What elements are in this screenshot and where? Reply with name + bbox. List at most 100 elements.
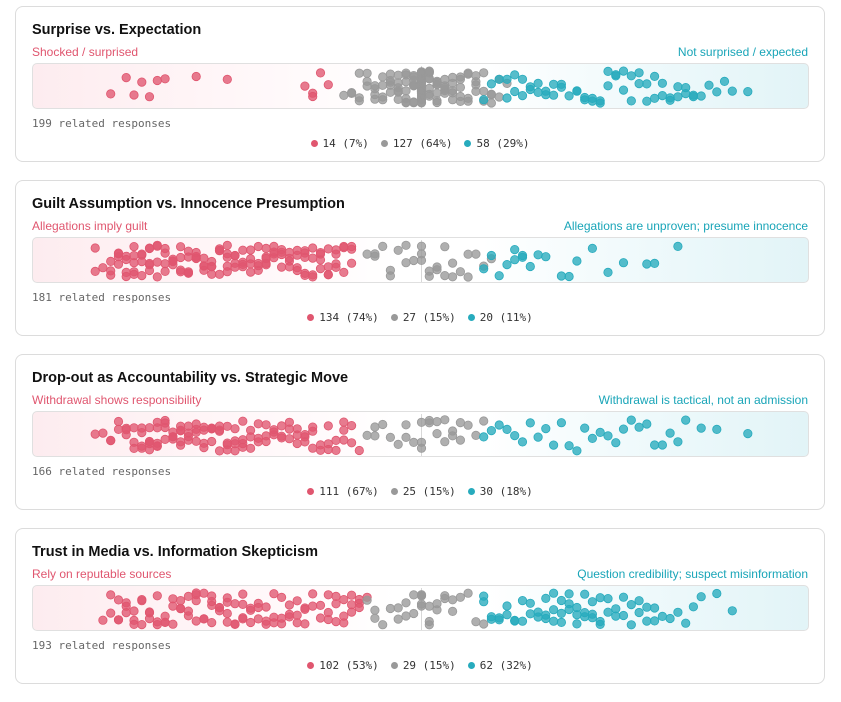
response-dot-right[interactable] (580, 92, 590, 103)
response-dot-left[interactable] (106, 436, 116, 446)
response-dot-right[interactable] (618, 592, 629, 602)
response-dot-right[interactable] (634, 596, 644, 606)
response-dot-right[interactable] (634, 422, 644, 432)
response-dot-neutral[interactable] (455, 267, 465, 277)
response-dot-left[interactable] (346, 600, 357, 610)
response-dot-left[interactable] (246, 443, 256, 453)
response-dot-right[interactable] (572, 446, 582, 456)
response-dot-left[interactable] (214, 606, 225, 616)
response-dot-left[interactable] (144, 92, 155, 102)
response-dot-neutral[interactable] (385, 432, 395, 443)
response-dot-neutral[interactable] (424, 601, 434, 611)
response-dot-right[interactable] (548, 605, 559, 615)
response-dot-right[interactable] (595, 616, 605, 627)
response-dot-neutral[interactable] (378, 80, 388, 90)
response-dot-neutral[interactable] (370, 94, 380, 104)
response-dot-neutral[interactable] (370, 422, 380, 432)
response-dot-left[interactable] (238, 613, 248, 623)
response-dot-left[interactable] (144, 260, 155, 270)
response-dot-right[interactable] (719, 76, 730, 86)
response-dot-left[interactable] (152, 617, 162, 627)
response-dot-left[interactable] (160, 617, 170, 627)
response-dot-right[interactable] (649, 93, 660, 103)
response-dot-right[interactable] (657, 440, 668, 450)
response-dot-left[interactable] (253, 241, 263, 252)
response-dot-right[interactable] (486, 612, 496, 622)
response-dot-right[interactable] (556, 595, 567, 606)
response-dot-left[interactable] (152, 591, 162, 601)
response-dot-neutral[interactable] (432, 80, 442, 90)
response-dot-left[interactable] (292, 424, 302, 434)
response-dot-neutral[interactable] (440, 415, 450, 425)
response-dot-neutral[interactable] (362, 81, 372, 91)
response-dot-right[interactable] (712, 424, 722, 434)
response-dot-right[interactable] (704, 80, 714, 90)
response-dot-left[interactable] (284, 434, 294, 444)
response-dot-left[interactable] (230, 251, 240, 261)
response-dot-right[interactable] (548, 90, 559, 100)
response-dot-right[interactable] (595, 427, 605, 438)
response-dot-left[interactable] (129, 619, 139, 630)
response-dot-left[interactable] (308, 253, 318, 263)
response-dot-left[interactable] (269, 589, 279, 599)
response-dot-left[interactable] (222, 74, 232, 84)
response-dot-neutral[interactable] (455, 72, 465, 82)
response-dot-left[interactable] (207, 617, 217, 628)
response-dot-left[interactable] (137, 428, 147, 438)
response-dot-left[interactable] (315, 68, 326, 78)
response-dot-right[interactable] (548, 616, 559, 626)
response-dot-right[interactable] (642, 259, 652, 269)
response-dot-left[interactable] (199, 588, 209, 598)
response-dot-left[interactable] (183, 432, 193, 442)
response-dot-neutral[interactable] (385, 87, 395, 97)
response-dot-left[interactable] (277, 262, 287, 272)
response-dot-left[interactable] (315, 255, 326, 265)
response-dot-right[interactable] (525, 609, 535, 619)
response-dot-left[interactable] (176, 437, 186, 447)
response-dot-neutral[interactable] (393, 70, 403, 80)
response-dot-left[interactable] (160, 418, 170, 428)
response-dot-left[interactable] (253, 614, 263, 624)
response-dot-left[interactable] (346, 421, 357, 431)
response-dot-right[interactable] (696, 423, 706, 433)
response-dot-left[interactable] (238, 259, 248, 270)
response-dot-left[interactable] (339, 611, 349, 621)
response-dot-right[interactable] (649, 440, 660, 450)
response-dot-right[interactable] (611, 438, 621, 448)
response-dot-left[interactable] (152, 423, 162, 433)
response-dot-left[interactable] (331, 435, 341, 446)
response-dot-neutral[interactable] (401, 93, 411, 104)
response-dot-left[interactable] (222, 617, 232, 627)
response-dot-neutral[interactable] (393, 245, 403, 255)
response-dot-neutral[interactable] (455, 82, 465, 93)
response-dot-left[interactable] (308, 589, 318, 599)
response-dot-right[interactable] (541, 252, 551, 262)
response-dot-neutral[interactable] (494, 92, 504, 102)
response-dot-left[interactable] (261, 619, 271, 629)
response-dot-left[interactable] (346, 438, 357, 448)
response-dot-neutral[interactable] (362, 249, 372, 259)
response-dot-neutral[interactable] (479, 619, 489, 629)
response-dot-right[interactable] (696, 592, 706, 602)
response-dot-left[interactable] (346, 244, 357, 254)
response-dot-neutral[interactable] (463, 588, 473, 598)
response-dot-left[interactable] (308, 243, 318, 253)
response-dot-right[interactable] (556, 271, 567, 281)
response-dot-left[interactable] (323, 614, 333, 625)
response-dot-left[interactable] (214, 269, 225, 279)
response-dot-left[interactable] (292, 596, 302, 606)
response-dot-left[interactable] (214, 446, 225, 456)
response-dot-left[interactable] (331, 599, 341, 609)
response-dot-right[interactable] (618, 258, 629, 268)
response-dot-left[interactable] (339, 425, 349, 435)
response-dot-left[interactable] (284, 262, 294, 272)
response-dot-left[interactable] (277, 592, 287, 602)
response-dot-left[interactable] (300, 619, 310, 629)
response-dot-left[interactable] (246, 617, 256, 628)
response-dot-neutral[interactable] (416, 437, 427, 447)
response-dot-left[interactable] (315, 613, 326, 623)
response-dot-right[interactable] (572, 86, 582, 96)
response-dot-right[interactable] (548, 79, 559, 89)
response-dot-neutral[interactable] (416, 255, 427, 266)
response-dot-left[interactable] (168, 432, 178, 442)
